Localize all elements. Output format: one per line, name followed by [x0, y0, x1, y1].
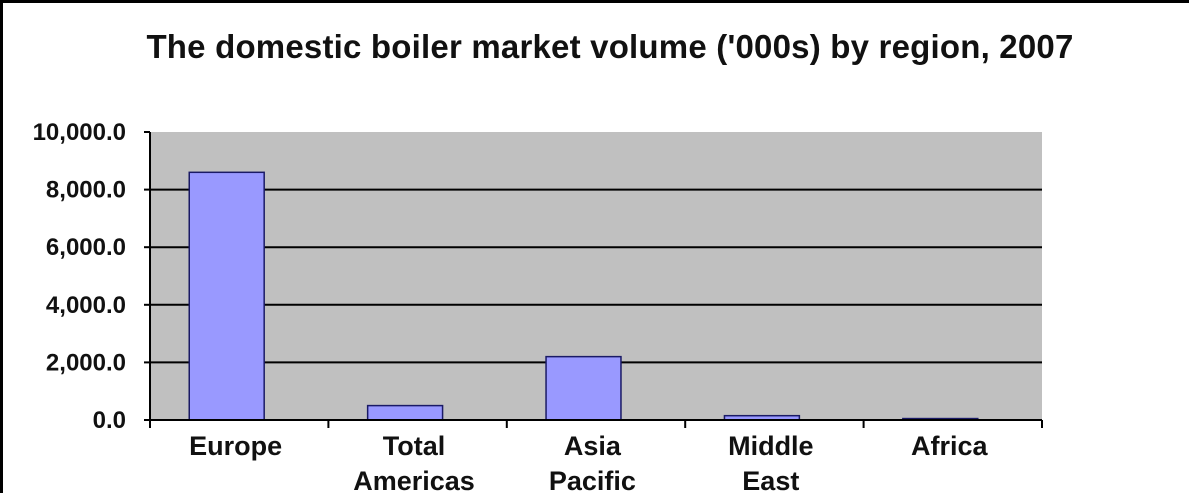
x-category-labels: Europe Total Americas Asia Pacific Middle East… [189, 431, 988, 493]
y-tick-label: 8,000.0 [46, 177, 126, 204]
x-category-label: Americas [353, 466, 475, 493]
bar [545, 355, 622, 421]
y-tick-label: 4,000.0 [46, 292, 126, 319]
y-tick-labels: 0.0 2,000.0 4,000.0 6,000.0 8,000.0 10,000.0 [33, 119, 126, 434]
x-category-label: East [742, 466, 799, 493]
bars [188, 171, 979, 421]
y-tick-label: 6,000.0 [46, 234, 126, 261]
y-tick-label: 2,000.0 [46, 349, 126, 376]
x-category-label: Africa [911, 431, 989, 461]
bar [188, 171, 265, 421]
grid-lines [144, 131, 1042, 421]
y-tick-label: 10,000.0 [33, 119, 126, 146]
chart-title: The domestic boiler market volume ('000s… [146, 28, 1074, 65]
x-category-label: Total [383, 431, 446, 461]
axes [149, 132, 1043, 428]
x-category-label: Pacific [549, 466, 636, 493]
x-category-label: Middle [728, 431, 814, 461]
y-tick-label: 0.0 [93, 407, 126, 434]
x-category-label: Asia [564, 431, 622, 461]
bar [366, 404, 444, 421]
x-category-label: Europe [189, 431, 282, 461]
